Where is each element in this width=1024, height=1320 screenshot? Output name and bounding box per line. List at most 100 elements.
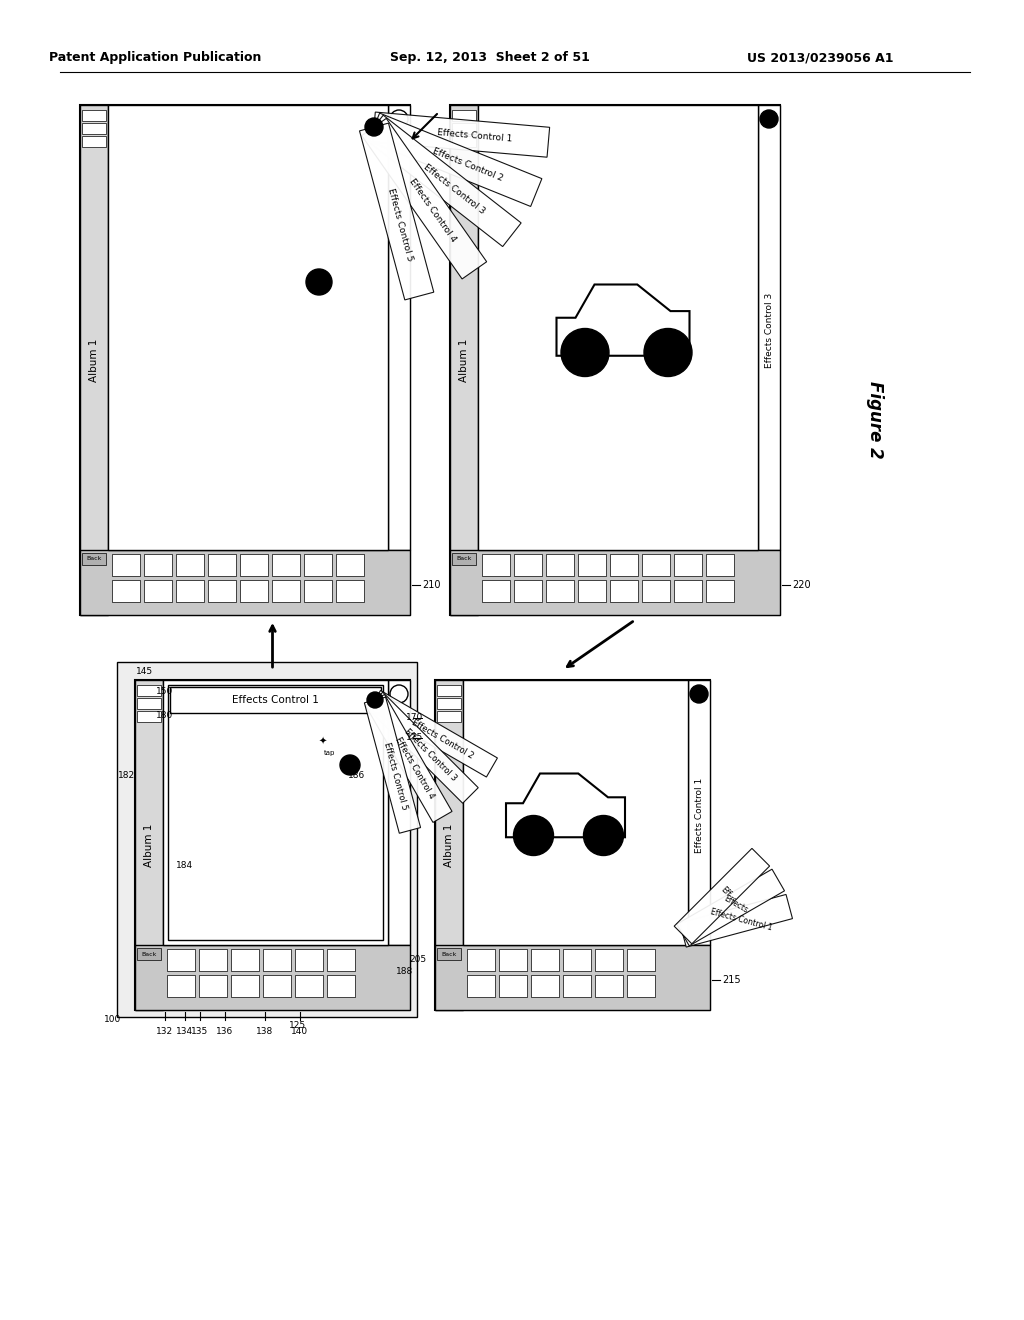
Bar (163, 680, 388, 945)
Bar (435, 680, 710, 1010)
Polygon shape (369, 114, 542, 206)
Polygon shape (677, 869, 784, 946)
Bar (327, 949, 355, 972)
Text: Back: Back (141, 952, 157, 957)
Text: Effects Control 2: Effects Control 2 (411, 718, 475, 760)
Text: Album 1: Album 1 (144, 824, 154, 867)
Bar (642, 554, 670, 576)
Bar (82, 553, 106, 565)
Text: Effects Control 1: Effects Control 1 (710, 907, 773, 932)
Bar (144, 554, 172, 576)
Text: 125: 125 (289, 1020, 306, 1030)
Bar (450, 106, 780, 615)
Text: Effects Control 3: Effects Control 3 (765, 292, 773, 368)
Bar (231, 949, 259, 972)
Bar (463, 680, 688, 945)
Polygon shape (366, 694, 452, 822)
Bar (263, 949, 291, 972)
Polygon shape (361, 119, 486, 279)
Text: Back: Back (86, 557, 101, 561)
Bar (452, 110, 476, 121)
Bar (295, 975, 323, 997)
Bar (499, 949, 527, 972)
Bar (304, 554, 332, 576)
Bar (706, 579, 734, 602)
Bar (467, 949, 495, 972)
Text: 132: 132 (157, 1027, 173, 1036)
Polygon shape (359, 123, 434, 300)
Text: Effects Control 1: Effects Control 1 (232, 696, 318, 705)
Text: US 2013/0239056 A1: US 2013/0239056 A1 (746, 51, 893, 65)
Bar (82, 123, 106, 135)
Bar (336, 554, 364, 576)
Text: Eff: Eff (719, 886, 732, 899)
Bar (452, 123, 476, 135)
Bar (627, 949, 655, 972)
Bar (295, 949, 323, 972)
Circle shape (390, 685, 408, 704)
Bar (674, 579, 702, 602)
Bar (167, 949, 195, 972)
Text: Effects Control 3: Effects Control 3 (402, 727, 459, 783)
Bar (595, 975, 623, 997)
Text: ✦: ✦ (318, 737, 327, 747)
Bar (272, 554, 300, 576)
Bar (117, 663, 417, 1016)
Text: 220: 220 (792, 579, 811, 590)
Text: Back: Back (457, 557, 472, 561)
Circle shape (584, 816, 624, 855)
Text: 210: 210 (422, 579, 440, 590)
Bar (478, 106, 758, 550)
Text: Album 1: Album 1 (444, 824, 454, 867)
Polygon shape (370, 690, 498, 777)
Bar (437, 948, 461, 960)
Circle shape (390, 110, 408, 128)
Bar (263, 975, 291, 997)
Bar (531, 949, 559, 972)
Polygon shape (556, 285, 689, 356)
Text: 188: 188 (396, 968, 414, 977)
Bar (199, 975, 227, 997)
Circle shape (690, 685, 708, 704)
Bar (208, 554, 236, 576)
Text: Effects Control 4: Effects Control 4 (393, 735, 435, 800)
Text: 135: 135 (191, 1027, 209, 1036)
Text: 136: 136 (216, 1027, 233, 1036)
Bar (531, 975, 559, 997)
Bar (546, 554, 574, 576)
Bar (435, 945, 710, 1010)
Bar (674, 554, 702, 576)
Text: 138: 138 (256, 1027, 273, 1036)
Text: Effects Control 1: Effects Control 1 (437, 128, 513, 144)
Bar (435, 680, 463, 1010)
Bar (137, 711, 161, 722)
Text: 134: 134 (176, 1027, 194, 1036)
Bar (272, 579, 300, 602)
Bar (467, 975, 495, 997)
Text: 140: 140 (292, 1027, 308, 1036)
Text: 215: 215 (722, 975, 740, 985)
Text: 175: 175 (407, 734, 424, 742)
Text: tap: tap (325, 750, 336, 756)
Bar (610, 579, 638, 602)
Bar (452, 136, 476, 147)
Polygon shape (365, 115, 521, 247)
Bar (135, 945, 410, 1010)
Bar (112, 579, 140, 602)
Bar (514, 579, 542, 602)
Bar (437, 711, 461, 722)
Bar (176, 579, 204, 602)
Polygon shape (674, 849, 770, 944)
Text: Effects Control 3: Effects Control 3 (422, 162, 486, 216)
Text: Effects: Effects (722, 895, 749, 915)
Bar (82, 110, 106, 121)
Polygon shape (368, 692, 478, 804)
Bar (135, 680, 410, 1010)
Polygon shape (373, 112, 550, 157)
Bar (482, 579, 510, 602)
Bar (176, 554, 204, 576)
Circle shape (340, 755, 360, 775)
Text: 170: 170 (407, 714, 424, 722)
Bar (627, 975, 655, 997)
Circle shape (306, 269, 332, 294)
